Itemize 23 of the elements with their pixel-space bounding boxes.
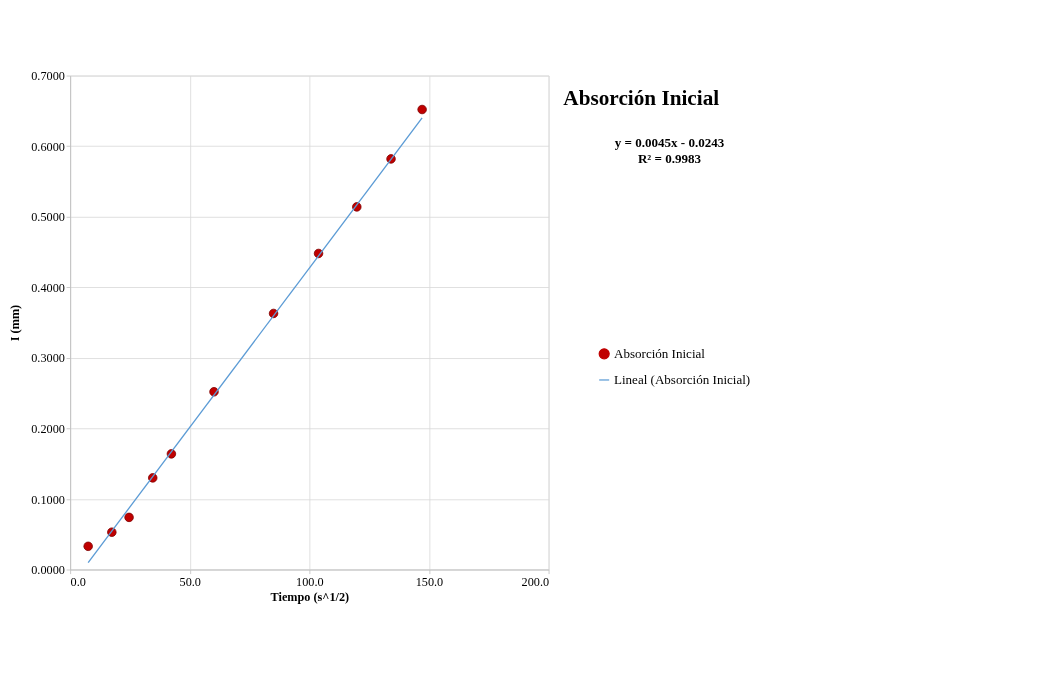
y-tick-label: 0.3000 [31,351,65,366]
y-tick-label: 0.4000 [31,280,65,295]
x-tick-label: 200.0 [521,574,550,589]
x-axis-title: Tiempo (s^1/2) [270,590,350,605]
point [83,541,93,551]
text: y = 0.0045x - 0.0243 [614,134,725,150]
y-tick-label: 0.1000 [31,492,65,507]
legend-label: Absorción Inicial [613,345,706,361]
y-tick-label: 0.5000 [31,210,65,225]
y-tick-label: 0.2000 [31,421,65,436]
text: R² = 0.9983 [637,151,702,166]
y-tick-label: 0.0000 [31,563,65,578]
x-tick-label: 150.0 [415,574,444,589]
x-tick-label: 100.0 [296,574,324,589]
y-tick-label: 0.6000 [31,139,65,154]
text: Absorción Inicial [563,86,720,111]
legend-label: Lineal (Absorción Inicial) [613,372,751,388]
point [417,104,427,115]
point [124,512,134,523]
y-axis-title: I (mm) [7,304,22,342]
x-tick-label: 0.0 [70,574,86,589]
y-tick-label: 0.7000 [31,69,65,84]
x-tick-label: 50.0 [179,574,201,589]
